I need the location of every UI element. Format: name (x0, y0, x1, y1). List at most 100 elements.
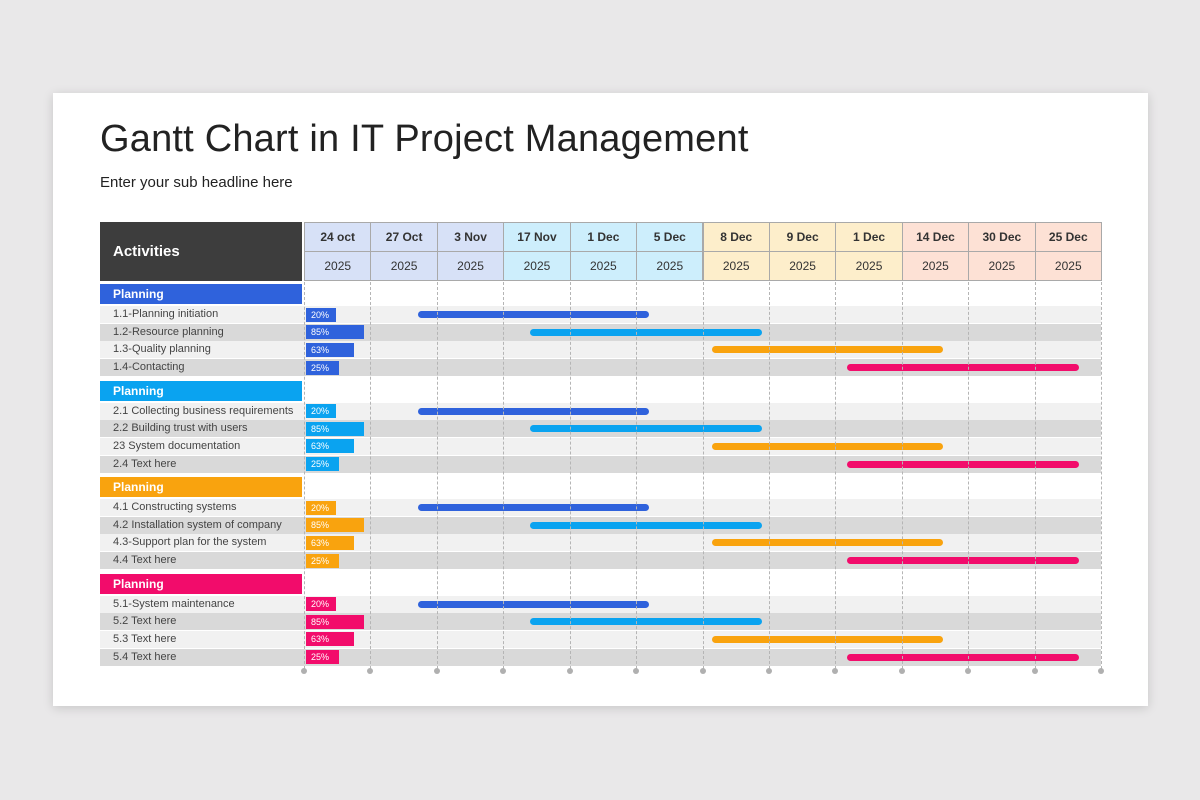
activities-header: Activities (100, 222, 302, 281)
gantt-bar (712, 635, 943, 643)
task-label: 1.4-Contacting (113, 361, 185, 374)
progress-bar: 85% (306, 325, 364, 340)
timeline-dot (765, 668, 772, 674)
timeline-dot (832, 668, 839, 674)
group-header: Planning (100, 380, 302, 401)
group-header: Planning (100, 573, 302, 594)
task-label: 1.2-Resource planning (113, 325, 224, 338)
gantt-bar (529, 425, 763, 433)
task-row (100, 359, 1101, 377)
task-row (100, 648, 1101, 666)
grid-line (436, 282, 438, 669)
progress-bar: 63% (306, 632, 355, 647)
task-label: 2.2 Building trust with users (113, 422, 248, 435)
column-date-header: 17 Nov (503, 222, 571, 252)
timeline-dot (367, 668, 374, 674)
gantt-bar (529, 328, 763, 336)
column-date-header: 30 Dec (968, 222, 1036, 252)
task-label: 5.1-System maintenance (113, 597, 235, 610)
task-label: 23 System documentation (113, 439, 241, 452)
task-row (100, 341, 1101, 359)
gantt-bar (847, 364, 1080, 372)
grid-line (569, 282, 571, 669)
column-date-header: 1 Dec (835, 222, 903, 252)
progress-bar: 85% (306, 421, 364, 436)
timeline-dot (500, 668, 507, 674)
grid-line (636, 282, 638, 669)
progress-bar: 63% (306, 342, 355, 357)
subtitle: Enter your sub headline here (100, 174, 293, 191)
progress-bar: 25% (306, 360, 339, 375)
timeline-dot (1098, 668, 1104, 674)
task-row (100, 455, 1101, 473)
gantt-bar (418, 407, 650, 415)
column-date-header: 8 Dec (702, 222, 770, 252)
column-year-header: 2025 (702, 251, 770, 281)
timeline-dot (433, 668, 440, 674)
task-label: 5.4 Text here (113, 650, 177, 663)
column-date-header: 3 Nov (436, 222, 505, 252)
grid-line (702, 282, 704, 669)
column-date-header: 9 Dec (768, 222, 837, 252)
grid-line (968, 282, 970, 669)
task-row (100, 437, 1101, 455)
gantt-bar (529, 618, 763, 626)
column-date-header: 27 Oct (370, 222, 438, 252)
column-year-header: 2025 (569, 251, 638, 281)
task-label: 4.3-Support plan for the system (113, 536, 267, 549)
progress-bar: 25% (306, 457, 339, 472)
gantt-bar (847, 653, 1080, 661)
task-label: 5.2 Text here (113, 615, 177, 628)
progress-bar: 85% (306, 614, 364, 629)
task-label: 5.3 Text here (113, 632, 177, 645)
grid-line (835, 282, 837, 669)
gantt-bar (418, 311, 650, 318)
gantt-bar (847, 460, 1080, 468)
progress-bar: 20% (306, 307, 337, 322)
timeline-dot (898, 668, 905, 674)
task-label: 4.4 Text here (113, 554, 177, 567)
column-date-header: 5 Dec (636, 222, 704, 252)
column-year-header: 2025 (436, 251, 505, 281)
column-year-header: 2025 (901, 251, 970, 281)
timeline-dot (566, 668, 573, 674)
timeline-dot (699, 668, 706, 674)
task-label: 2.1 Collecting business requirements (113, 404, 294, 417)
progress-bar: 25% (306, 650, 339, 665)
gantt-bar (712, 539, 943, 547)
column-year-header: 2025 (1034, 251, 1102, 281)
group-header: Planning (100, 284, 302, 304)
progress-bar: 20% (306, 404, 337, 418)
grid-line (901, 282, 903, 669)
page-title: Gantt Chart in IT Project Management (100, 118, 749, 160)
gantt-bar (847, 557, 1080, 565)
column-year-header: 2025 (503, 251, 571, 281)
column-date-header: 1 Dec (569, 222, 638, 252)
grid-line (768, 282, 770, 669)
progress-bar: 25% (306, 553, 339, 568)
column-year-header: 2025 (304, 251, 372, 281)
task-label: 4.1 Constructing systems (113, 501, 237, 513)
gantt-bar (418, 504, 650, 511)
task-row (100, 630, 1101, 648)
column-date-header: 25 Dec (1034, 222, 1102, 252)
column-date-header: 24 oct (304, 222, 372, 252)
grid-line (1034, 282, 1036, 669)
task-label: 1.1-Planning initiation (113, 308, 219, 320)
timeline-dot (301, 668, 307, 674)
grid-line (503, 282, 505, 669)
column-year-header: 2025 (370, 251, 438, 281)
column-date-header: 14 Dec (901, 222, 970, 252)
progress-bar: 20% (306, 500, 337, 515)
grid-line (304, 282, 305, 669)
gantt-bar (712, 442, 943, 450)
progress-bar: 20% (306, 597, 337, 611)
gantt-bar (529, 521, 763, 529)
progress-bar: 63% (306, 535, 355, 550)
column-year-header: 2025 (768, 251, 837, 281)
timeline-dot (1031, 668, 1038, 674)
timeline-dot (633, 668, 640, 674)
timeline-dot (965, 668, 972, 674)
task-label: 2.4 Text here (113, 457, 177, 470)
gantt-bar (712, 346, 943, 354)
